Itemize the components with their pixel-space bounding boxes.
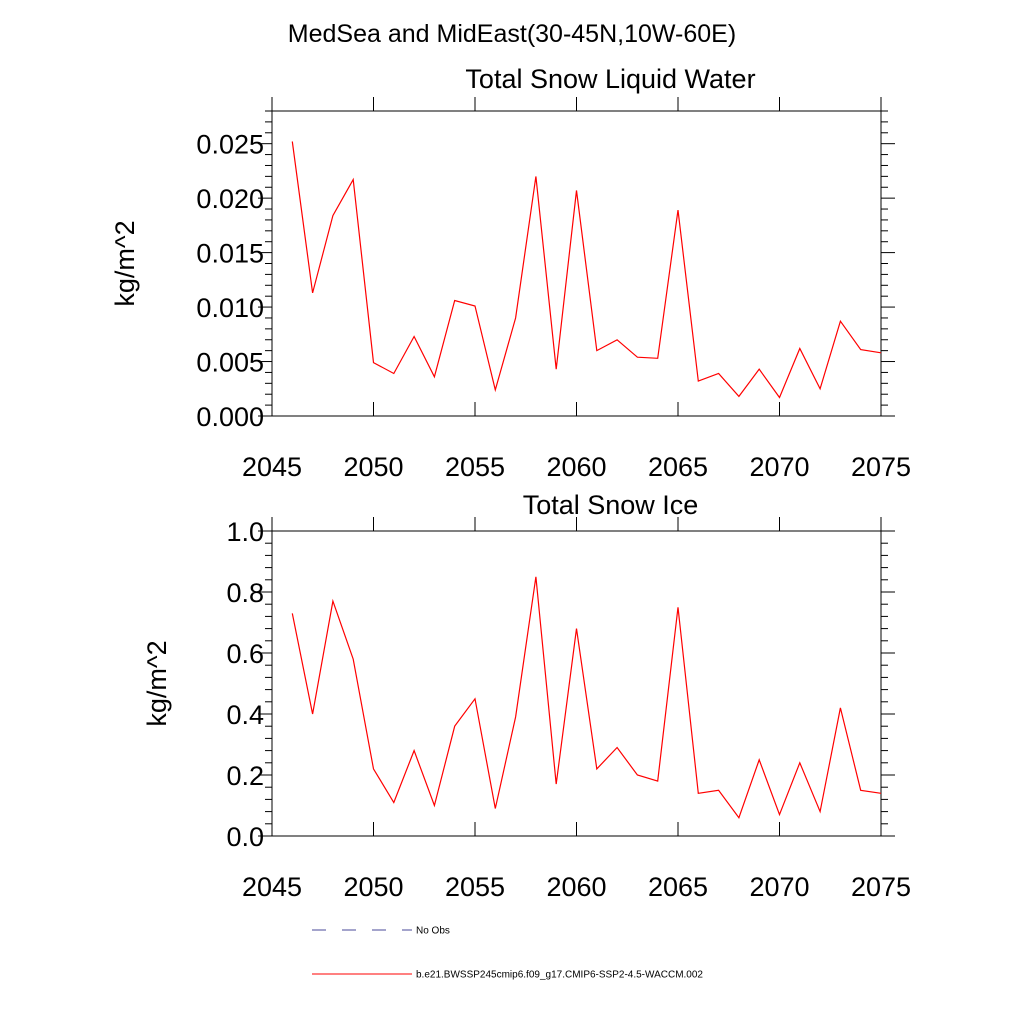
x-tick-label: 2075	[851, 872, 911, 902]
y-tick-label: 0.2	[226, 761, 264, 791]
x-tick-label: 2070	[749, 872, 809, 902]
x-tick-label: 2065	[648, 872, 708, 902]
x-tick-label: 2055	[445, 452, 505, 482]
panel-snow-ice: Total Snow Ice 2045 2050 2055 2060 2065 2070 20…	[142, 490, 911, 902]
panel-title: Total Snow Liquid Water	[465, 64, 755, 94]
x-tick-label: 2075	[851, 452, 911, 482]
x-tick-label: 2065	[648, 452, 708, 482]
y-tick-label: 0.000	[196, 402, 264, 432]
legend-label: b.e21.BWSSP245cmip6.f09_g17.CMIP6-SSP2-4…	[416, 970, 703, 981]
y-tick-label: 1.0	[226, 517, 264, 547]
y-tick-label: 0.005	[196, 348, 264, 378]
legend: No Obs b.e21.BWSSP245cmip6.f09_g17.CMIP6-…	[312, 926, 703, 981]
x-tick-label: 2050	[343, 872, 403, 902]
x-tick-label: 2045	[242, 872, 302, 902]
x-tick-label: 2060	[546, 452, 606, 482]
y-tick-label: 0.6	[226, 639, 264, 669]
x-tick-label: 2055	[445, 872, 505, 902]
series-line	[291, 141, 882, 399]
plot-frame	[271, 110, 882, 417]
y-tick-label: 0.015	[196, 239, 264, 269]
y-axis-label: kg/m^2	[110, 220, 140, 306]
x-tick-label: 2045	[242, 452, 302, 482]
x-tick-label: 2050	[343, 452, 403, 482]
y-axis-label: kg/m^2	[142, 640, 172, 726]
y-tick-label: 0.0	[226, 822, 264, 852]
panel-snow-liquid-water: Total Snow Liquid Water 2045 2050 2055 2060 2…	[110, 64, 911, 482]
y-tick-label: 0.4	[226, 700, 264, 730]
figure-main-title: MedSea and MidEast(30-45N,10W-60E)	[288, 20, 736, 48]
y-tick-label: 0.020	[196, 184, 264, 214]
y-tick-label: 0.010	[196, 293, 264, 323]
y-tick-label: 0.025	[196, 130, 264, 160]
x-tick-label: 2070	[749, 452, 809, 482]
legend-label: No Obs	[416, 926, 450, 937]
series-line	[291, 576, 882, 819]
x-tick-label: 2060	[546, 872, 606, 902]
panel-title: Total Snow Ice	[523, 490, 699, 520]
y-tick-label: 0.8	[226, 578, 264, 608]
